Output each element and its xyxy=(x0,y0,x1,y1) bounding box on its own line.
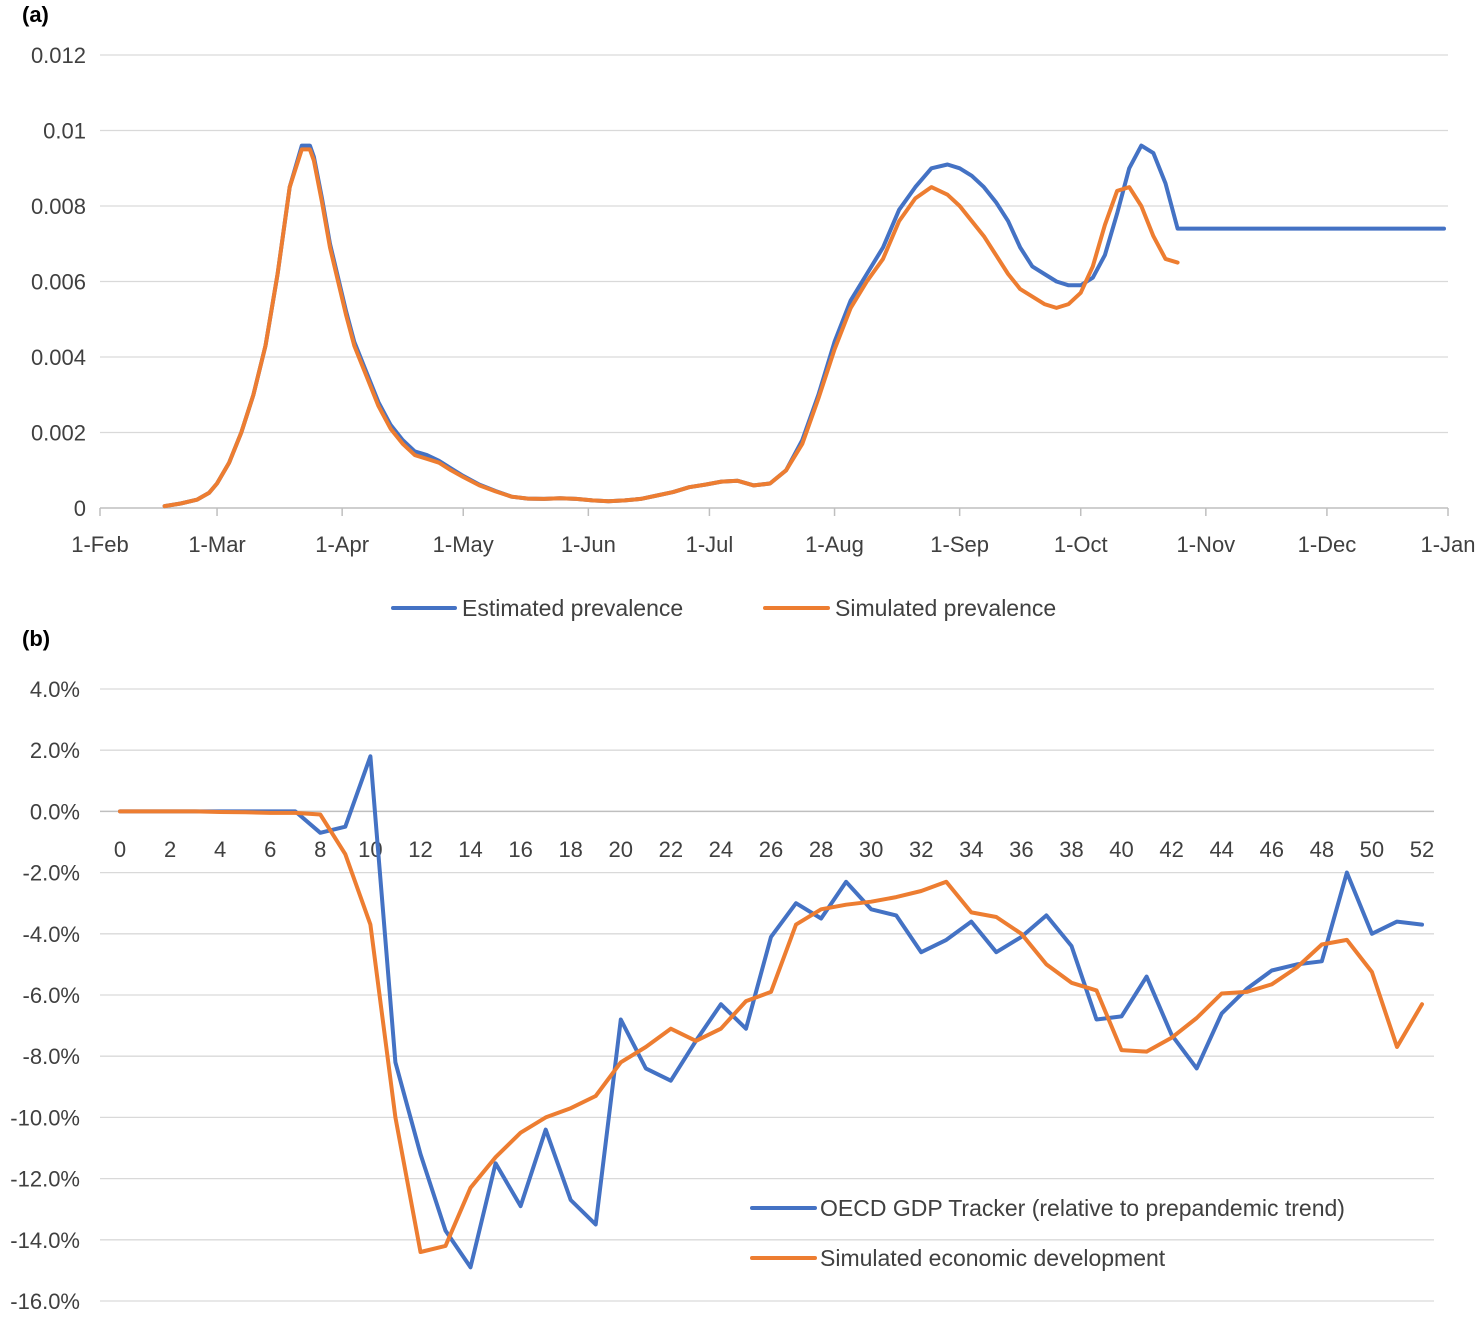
panel-b-y-tick-label: -2.0% xyxy=(23,861,80,886)
panel-b-series xyxy=(118,754,1424,1270)
panel-a-y-tick-labels: 0 0.002 0.004 0.006 0.008 0.01 0.012 xyxy=(31,43,86,521)
panel-b-x-tick-label: 40 xyxy=(1109,837,1133,862)
panel-b-x-tick-label: 16 xyxy=(508,837,532,862)
panel-a-x-tick-label: 1-Feb xyxy=(71,532,128,557)
panel-a-x-tick-label: 1-Jan xyxy=(1420,532,1475,557)
panel-a-y-tick-label: 0.012 xyxy=(31,43,86,68)
panel-b-y-tick-label: 2.0% xyxy=(30,738,80,763)
legend-label-simulated-economic-development: Simulated economic development xyxy=(820,1245,1166,1271)
panel-b-x-tick-label: 6 xyxy=(264,837,276,862)
panel-b-x-tick-label: 30 xyxy=(859,837,883,862)
panel-a-gridlines xyxy=(100,54,1448,434)
panel-a-x-tick-label: 1-Apr xyxy=(315,532,369,557)
panel-a-x-tick-label: 1-Aug xyxy=(805,532,864,557)
panel-a-x-tick-label: 1-Nov xyxy=(1177,532,1236,557)
panel-b-x-tick-label: 20 xyxy=(609,837,633,862)
panel-a-y-tick-label: 0.002 xyxy=(31,421,86,446)
panel-b-x-tick-label: 14 xyxy=(458,837,482,862)
panel-b-y-tick-label: -10.0% xyxy=(10,1105,80,1130)
panel-a-x-tick-label: 1-Jul xyxy=(686,532,734,557)
panel-b-x-tick-label: 50 xyxy=(1360,837,1384,862)
panel-b-x-tick-label: 44 xyxy=(1209,837,1233,862)
panel-a-series xyxy=(162,143,1446,509)
panel-b-x-tick-label: 38 xyxy=(1059,837,1083,862)
series-line-oecd-gdp-tracker-relative-to-prepandemic-trend xyxy=(118,754,1424,1270)
panel-b-x-tick-label: 48 xyxy=(1310,837,1334,862)
panel-a-x-tick-label: 1-Dec xyxy=(1298,532,1357,557)
panel-b-y-tick-labels: 4.0% 2.0% 0.0% -2.0% -4.0% -6.0% -8.0% -10.0% -1… xyxy=(10,677,80,1314)
panel-b-x-tick-label: 24 xyxy=(709,837,733,862)
panel-b-x-tick-label: 52 xyxy=(1410,837,1434,862)
panel-a-y-tick-label: 0 xyxy=(74,496,86,521)
series-line-simulated-economic-development xyxy=(118,809,1424,1254)
legend-label-simulated-prevalence: Simulated prevalence xyxy=(835,595,1056,621)
panel-b-y-tick-label: -14.0% xyxy=(10,1228,80,1253)
panel-a-x-tick-label: 1-May xyxy=(433,532,494,557)
panel-b: (b) 4.0% 2.0% 0.0% -2.0% -4.0% -6.0% -8.0% -10.… xyxy=(10,626,1434,1314)
panel-b-label: (b) xyxy=(22,626,50,651)
panel-a-y-tick-label: 0.006 xyxy=(31,270,86,295)
series-line-estimated-prevalence xyxy=(162,143,1446,509)
legend-label-oecd-gdp-tracker: OECD GDP Tracker (relative to prepandemi… xyxy=(820,1195,1345,1221)
panel-a-x-tick-label: 1-Oct xyxy=(1054,532,1108,557)
panel-b-x-tick-label: 0 xyxy=(114,837,126,862)
panel-a-x-tick-label: 1-Mar xyxy=(188,532,245,557)
panel-b-x-tick-label: 18 xyxy=(558,837,582,862)
panel-a-y-tick-label: 0.01 xyxy=(43,119,86,144)
panel-b-y-tick-label: -12.0% xyxy=(10,1167,80,1192)
panel-b-x-tick-label: 2 xyxy=(164,837,176,862)
panel-a-y-tick-label: 0.004 xyxy=(31,345,86,370)
panel-b-y-tick-label: -4.0% xyxy=(23,922,80,947)
panel-b-gridlines xyxy=(100,688,1434,1302)
panel-a-x-tick-label: 1-Sep xyxy=(930,532,989,557)
panel-b-x-tick-label: 28 xyxy=(809,837,833,862)
panel-a: (a) 0 0.002 0.004 0.006 0.008 0.01 0.012 1-Feb… xyxy=(22,2,1476,621)
panel-b-y-tick-label: -16.0% xyxy=(10,1289,80,1314)
panel-b-x-tick-label: 4 xyxy=(214,837,226,862)
legend-label-estimated-prevalence: Estimated prevalence xyxy=(462,595,683,621)
panel-a-y-tick-label: 0.008 xyxy=(31,194,86,219)
panel-b-x-tick-label: 12 xyxy=(408,837,432,862)
panel-b-x-tick-label: 34 xyxy=(959,837,983,862)
panel-b-x-tick-label: 36 xyxy=(1009,837,1033,862)
panel-b-x-tick-label: 26 xyxy=(759,837,783,862)
panel-a-legend: Estimated prevalence Simulated prevalenc… xyxy=(391,595,1056,621)
panel-b-y-tick-label: -6.0% xyxy=(23,983,80,1008)
panel-b-x-tick-label: 32 xyxy=(909,837,933,862)
panel-b-x-tick-label: 46 xyxy=(1260,837,1284,862)
panel-a-x-ticks: 1-Feb 1-Mar 1-Apr 1-May 1-Jun 1-Jul 1-Aug 1-Sep… xyxy=(71,508,1476,557)
panel-a-label: (a) xyxy=(22,2,49,27)
panel-b-x-tick-label: 8 xyxy=(314,837,326,862)
panel-b-legend: OECD GDP Tracker (relative to prepandemi… xyxy=(750,1195,1345,1271)
panel-b-x-tick-labels: 0 2 4 6 8 10 12 14 16 18 20 22 24 26 28 30 32 34 36 38 40 42 4… xyxy=(114,837,1434,862)
panel-b-y-tick-label: 0.0% xyxy=(30,799,80,824)
panel-b-y-tick-label: -8.0% xyxy=(23,1044,80,1069)
panel-b-x-tick-label: 22 xyxy=(659,837,683,862)
panel-b-y-tick-label: 4.0% xyxy=(30,677,80,702)
panel-a-x-tick-label: 1-Jun xyxy=(561,532,616,557)
panel-b-x-tick-label: 42 xyxy=(1159,837,1183,862)
series-line-simulated-prevalence xyxy=(162,147,1180,509)
